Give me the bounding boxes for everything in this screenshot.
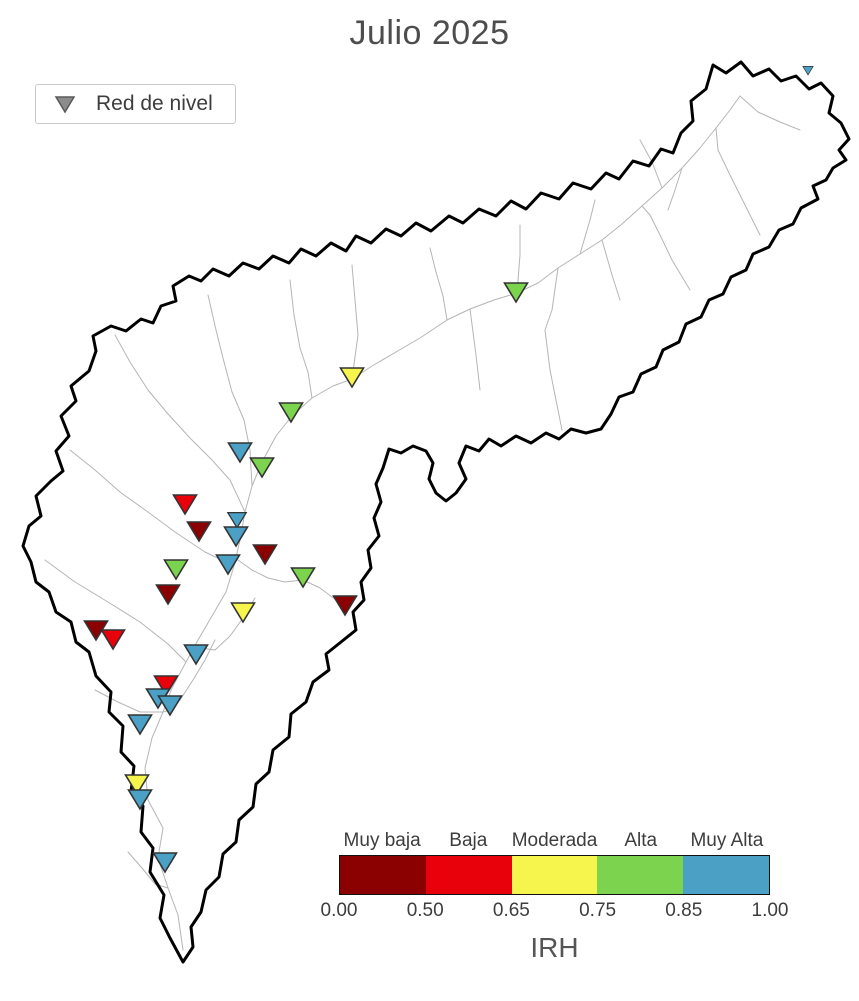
colorbar-segment — [425, 856, 512, 894]
station-marker-alta — [503, 282, 529, 304]
station-marker-baja — [100, 629, 126, 651]
page-title: Julio 2025 — [349, 14, 510, 52]
colorbar-class-label: Moderada — [511, 830, 598, 851]
colorbar-class-label: Muy baja — [343, 830, 421, 851]
colorbar-bar — [339, 855, 770, 895]
colorbar-title: IRH — [530, 932, 579, 963]
station-marker-muy_alta — [223, 526, 249, 548]
legend-box: Red de nivel — [35, 84, 236, 124]
station-marker-muy_alta — [802, 66, 814, 76]
colorbar-class-labels: Muy baja Baja Moderada Alta Muy Alta — [339, 830, 770, 852]
station-marker-alta — [249, 457, 275, 479]
station-marker-muy_baja — [186, 521, 212, 543]
station-marker-alta — [278, 402, 304, 424]
colorbar-ticks: 0.00 0.50 0.65 0.75 0.85 1.00 — [321, 900, 789, 924]
station-markers-layer — [83, 66, 814, 874]
colorbar: Muy baja Baja Moderada Alta Muy Alta 0.00 0.5… — [321, 830, 789, 964]
colorbar-segment — [511, 856, 598, 894]
colorbar-tick-label: 0.75 — [579, 900, 617, 921]
station-marker-alta — [290, 567, 316, 589]
station-marker-muy_alta — [226, 511, 248, 530]
station-marker-baja — [172, 494, 198, 516]
station-marker-muy_alta — [127, 714, 153, 736]
station-marker-muy_alta — [227, 442, 253, 464]
station-marker-moderada — [339, 367, 365, 389]
colorbar-class-label: Muy Alta — [690, 830, 764, 851]
colorbar-tick-label: 0.00 — [320, 900, 358, 921]
colorbar-segment — [340, 856, 426, 894]
colorbar-tick-label: 1.00 — [751, 900, 789, 921]
legend-label: Red de nivel — [96, 92, 213, 115]
station-marker-muy_alta — [157, 695, 183, 717]
station-marker-muy_baja — [155, 584, 181, 606]
colorbar-tick-label: 0.85 — [665, 900, 703, 921]
station-marker-muy_alta — [183, 644, 209, 666]
station-marker-moderada — [124, 774, 150, 796]
colorbar-tick-label: 0.50 — [406, 900, 444, 921]
level-network-triangle-icon — [54, 95, 76, 113]
station-marker-baja — [153, 675, 179, 697]
colorbar-segment — [597, 856, 684, 894]
station-marker-muy_alta — [127, 789, 153, 811]
station-marker-muy_baja — [332, 595, 358, 617]
station-marker-muy_alta — [152, 852, 178, 874]
colorbar-class-label: Alta — [624, 830, 658, 851]
river-network — [44, 95, 801, 951]
colorbar-tick-label: 0.65 — [492, 900, 530, 921]
station-marker-muy_baja — [252, 544, 278, 566]
basin-area — [23, 62, 849, 962]
colorbar-segment — [683, 856, 769, 894]
basin-outline — [21, 60, 851, 964]
station-marker-alta — [163, 559, 189, 581]
station-marker-muy_alta — [215, 554, 241, 576]
colorbar-class-label: Baja — [449, 830, 488, 851]
station-marker-moderada — [230, 602, 256, 624]
